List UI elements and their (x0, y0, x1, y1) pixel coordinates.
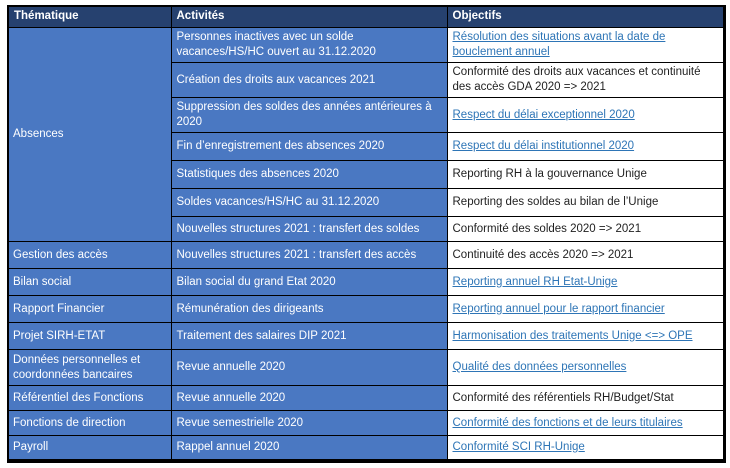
table-row: Gestion des accès Nouvelles structures 20… (7, 241, 725, 269)
table-row: Soldes vacances/HS/HC au 31.12.2020 Repor… (8, 188, 725, 217)
objective-cell: Harmonisation des traitements Unige <=> … (446, 322, 725, 350)
column-header: Activités (170, 5, 448, 28)
activity-cell: Nouvelles structures 2021 : transfert de… (170, 241, 448, 269)
objective-text: Conformité des soldes 2020 => 2021 (452, 222, 642, 235)
table-row: Fin d’enregistrement des absences 2020 Re… (8, 132, 725, 161)
column-header: Objectifs (446, 5, 725, 28)
table-row: Nouvelles structures 2021 : transfert de… (8, 216, 725, 242)
objective-cell: Conformité des soldes 2020 => 2021 (446, 216, 725, 242)
activity-cell: Suppression des soldes des années antéri… (170, 97, 448, 133)
table-row: Payroll Rappel annuel 2020 Conformité SCI … (7, 435, 725, 461)
activity-cell: Rappel annuel 2020 (170, 435, 448, 461)
table-row: Absences Personnes inactives avec un sold… (7, 27, 725, 242)
objective-cell: Reporting annuel pour le rapport financi… (446, 295, 725, 323)
objective-link[interactable]: Reporting annuel RH Etat-Unige (452, 275, 618, 288)
objective-cell: Résolution des situations avant la date … (446, 27, 725, 63)
activity-cell: Fin d’enregistrement des absences 2020 (170, 132, 448, 161)
objective-text: Reporting des soldes au bilan de l’Unige (452, 196, 659, 208)
objective-cell: Reporting des soldes au bilan de l’Unige (446, 188, 725, 217)
objective-cell: Conformité SCI RH-Unige (446, 435, 725, 461)
objective-link[interactable]: Résolution des situations avant la date … (452, 31, 666, 58)
activity-cell: Bilan social du grand Etat 2020 (170, 268, 448, 296)
objective-cell: Continuité des accès 2020 => 2021 (446, 241, 725, 269)
activity-cell: Revue annuelle 2020 (170, 349, 448, 386)
table-row: Données personnelles et coordonnées banc… (7, 349, 725, 386)
activity-cell: Statistiques des absences 2020 (170, 160, 448, 189)
objective-cell: Conformité des droits aux vacances et co… (446, 62, 725, 98)
theme-cell: Payroll (7, 435, 172, 461)
objective-text: Continuité des accès 2020 => 2021 (452, 248, 634, 261)
activity-cell: Création des droits aux vacances 2021 (170, 62, 448, 98)
activity-cell: Personnes inactives avec un solde vacanc… (170, 27, 448, 63)
table-row: Suppression des soldes des années antéri… (8, 97, 725, 133)
objective-link[interactable]: Harmonisation des traitements Unige <=> … (452, 329, 693, 342)
table-row: Bilan social Bilan social du grand Etat 2… (7, 268, 725, 296)
objective-link[interactable]: Qualité des données personnelles (452, 361, 627, 373)
activity-cell: Traitement des salaires DIP 2021 (170, 322, 448, 350)
activity-cell: Rémunération des dirigeants (170, 295, 448, 323)
table-row: Création des droits aux vacances 2021 Con… (8, 62, 725, 98)
objective-cell: Conformité des référentiels RH/Budget/St… (446, 385, 725, 411)
activity-cell: Revue annuelle 2020 (170, 385, 448, 411)
objective-link[interactable]: Respect du délai exceptionnel 2020 (452, 108, 635, 121)
objective-text: Conformité des référentiels RH/Budget/St… (452, 391, 674, 404)
theme-cell: Projet SIRH-ETAT (7, 322, 172, 350)
objective-link[interactable]: Reporting annuel pour le rapport financi… (452, 302, 665, 315)
objective-text: Conformité des droits aux vacances et co… (452, 66, 701, 93)
audit-plan-sheet: Thématique Activités Objectifs Absences Per… (7, 5, 726, 463)
objective-text: Reporting RH à la gouvernance Unige (452, 168, 647, 180)
theme-cell: Rapport Financier (7, 295, 172, 323)
audit-plan-table: Thématique Activités Objectifs Absences Per… (7, 5, 726, 463)
table-row: Référentiel des Fonctions Revue annuelle … (7, 385, 725, 411)
objective-cell: Qualité des données personnelles (446, 349, 725, 386)
theme-cell: Absences (7, 27, 172, 242)
table-header-row: Thématique Activités Objectifs (7, 5, 725, 28)
objective-link[interactable]: Respect du délai institutionnel 2020 (452, 140, 635, 152)
objective-cell: Reporting RH à la gouvernance Unige (446, 160, 725, 189)
objective-link[interactable]: Conformité des fonctions et de leurs tit… (452, 416, 683, 429)
table-row: Fonctions de direction Revue semestrielle… (7, 410, 725, 436)
theme-cell: Fonctions de direction (7, 410, 172, 436)
column-header: Thématique (7, 5, 172, 28)
table-row: Rapport Financier Rémunération des dirige… (7, 295, 725, 323)
activity-cell: Soldes vacances/HS/HC au 31.12.2020 (170, 188, 448, 217)
theme-cell: Gestion des accès (7, 241, 172, 269)
theme-cell: Bilan social (7, 268, 172, 296)
objective-cell: Reporting annuel RH Etat-Unige (446, 268, 725, 296)
theme-cell: Référentiel des Fonctions (7, 385, 172, 411)
objective-cell: Respect du délai exceptionnel 2020 (446, 97, 725, 133)
theme-cell: Données personnelles et coordonnées banc… (7, 349, 172, 386)
objective-cell: Respect du délai institutionnel 2020 (446, 132, 725, 161)
table-row: Projet SIRH-ETAT Traitement des salaires … (7, 322, 725, 350)
objective-link[interactable]: Conformité SCI RH-Unige (452, 440, 585, 453)
objective-cell: Conformité des fonctions et de leurs tit… (446, 410, 725, 436)
activity-cell: Nouvelles structures 2021 : transfert de… (170, 216, 448, 242)
table-body: Absences Personnes inactives avec un sold… (7, 27, 725, 461)
activity-cell: Revue semestrielle 2020 (170, 410, 448, 436)
header-row: Thématique Activités Objectifs (7, 5, 725, 28)
